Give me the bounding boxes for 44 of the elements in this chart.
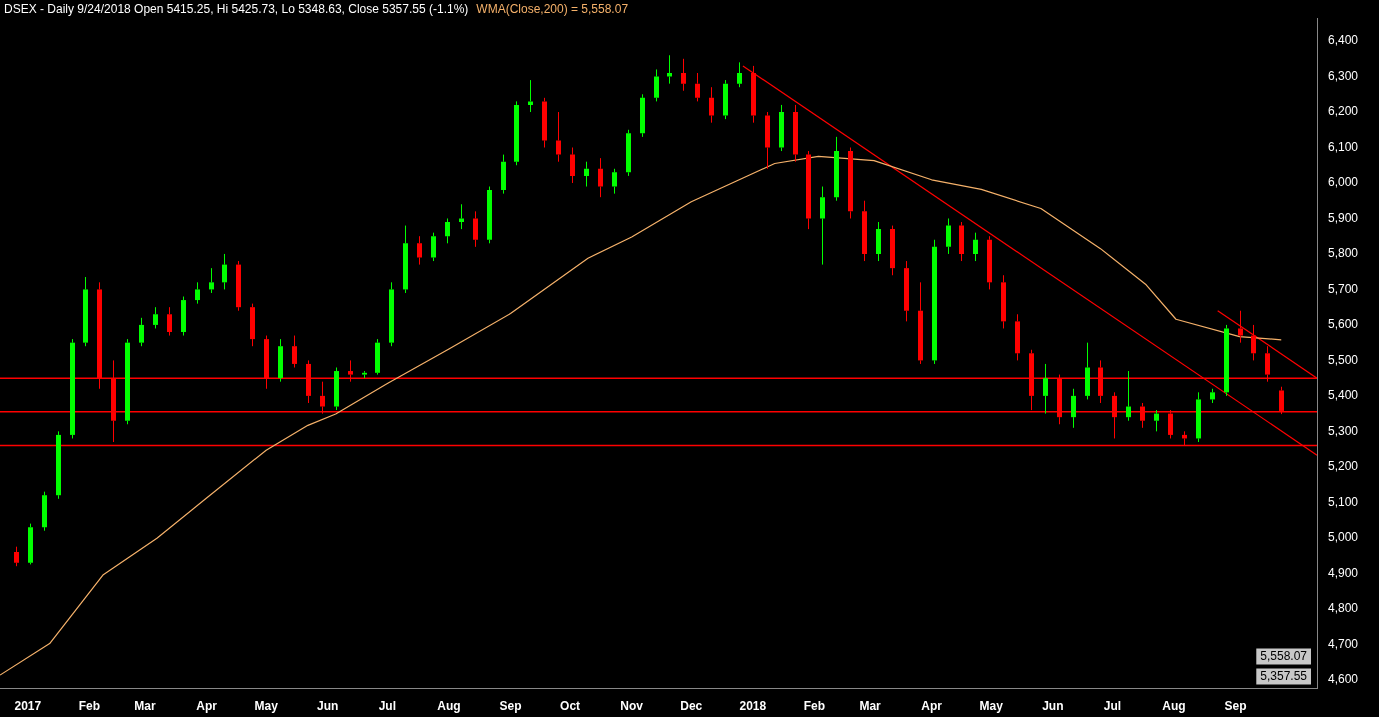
y-tick-label: 5,300 [1328,423,1359,438]
x-tick-label: May [979,699,1004,714]
x-tick-label: 2018 [739,699,767,714]
y-tick-label: 5,600 [1328,317,1359,332]
x-tick-label: Dec [680,699,703,714]
x-tick-label: Aug [1162,699,1186,714]
x-tick-label: Apr [921,699,943,714]
x-tick-label: Apr [196,699,218,714]
annotation: 5,558.07 [1260,648,1308,663]
chart-title: DSEX - Daily 9/24/2018 Open 5415.25, Hi 5425.73, Lo 5348.63, Close 5357.55 (-1.1%) [4,2,469,16]
y-tick-label: 5,900 [1328,210,1359,225]
y-tick-label: 6,300 [1328,68,1359,83]
y-tick-label: 5,800 [1328,246,1359,261]
text: WMA(Close,200) = 5,558.07 [476,2,629,16]
y-tick-label: 6,200 [1328,104,1359,119]
x-tick-label: Mar [134,699,157,714]
y-tick-label: 5,400 [1328,388,1359,403]
y-tick-label: 6,100 [1328,139,1359,154]
x-tick-label: Sep [499,699,522,714]
y-tick-label: 4,900 [1328,565,1359,580]
y-tick-label: 6,400 [1328,33,1359,48]
x-tick-label: Aug [437,699,461,714]
x-tick-label: Oct [560,699,581,714]
x-tick-label: Sep [1224,699,1247,714]
y-tick-label: 4,700 [1328,636,1359,651]
y-tick-label: 6,000 [1328,175,1359,190]
y-tick-label: 5,200 [1328,459,1359,474]
y-tick-label: 5,500 [1328,352,1359,367]
y-tick-label: 5,000 [1328,530,1359,545]
annotation: 5,357.55 [1260,668,1308,683]
y-tick-label: 4,800 [1328,601,1359,616]
x-tick-label: Feb [803,699,826,714]
x-tick-label: Nov [620,699,644,714]
x-tick-label: Jun [1042,699,1064,714]
x-tick-label: Feb [78,699,101,714]
x-tick-label: Jul [378,699,397,714]
x-tick-label: Mar [859,699,882,714]
x-tick-label: Jun [317,699,339,714]
x-tick-label: May [254,699,279,714]
y-tick-label: 4,600 [1328,672,1359,687]
y-tick-label: 5,100 [1328,494,1359,509]
y-tick-label: 5,700 [1328,281,1359,296]
x-tick-label: Jul [1103,699,1122,714]
x-tick-label: 2017 [14,699,42,714]
